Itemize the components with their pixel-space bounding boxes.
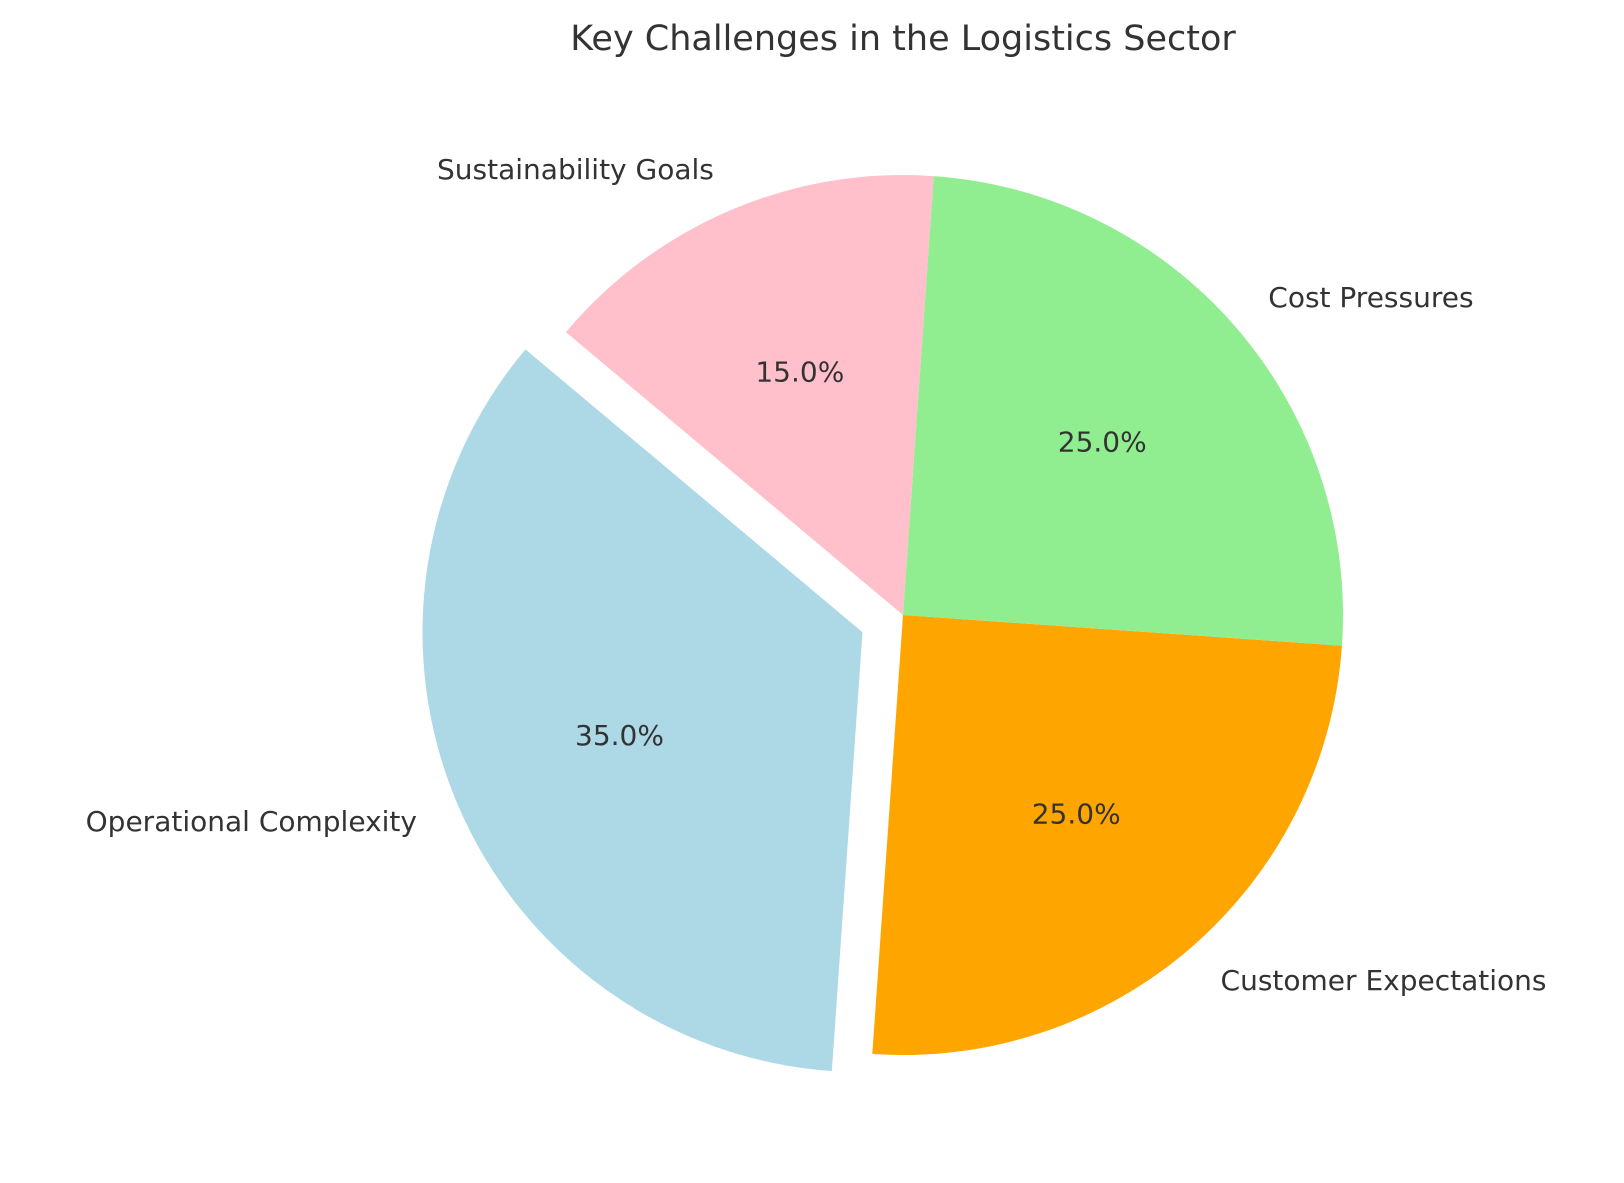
pie-labels: 35.0% Operational Complexity 25.0% Customer… [86,153,1547,997]
pie-slice-sustainability-goals [565,175,934,615]
chart-title: Key Challenges in the Logistics Sector [570,19,1236,59]
slice-label-cost-pressures: Cost Pressures [1268,281,1473,314]
pct-label-sustainability-goals: 15.0% [755,355,844,388]
slice-label-customer-expectations: Customer Expectations [1221,964,1547,997]
pie-slices [422,175,1343,1072]
pct-label-operational-complexity: 35.0% [575,719,664,752]
pie-slice-customer-expectations [872,615,1342,1055]
pie-slice-operational-complexity [422,349,863,1072]
pie-slice-cost-pressures [903,176,1343,646]
slice-label-operational-complexity: Operational Complexity [86,805,417,838]
pct-label-cost-pressures: 25.0% [1058,425,1147,458]
pct-label-customer-expectations: 25.0% [1032,798,1121,831]
slice-label-sustainability-goals: Sustainability Goals [437,153,714,186]
